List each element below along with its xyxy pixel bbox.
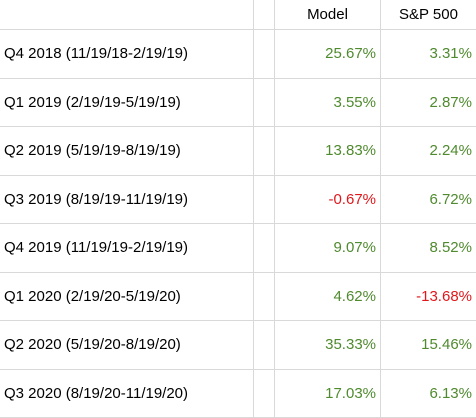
spacer-cell[interactable] [254, 127, 275, 176]
sp500-return-cell[interactable]: 15.46% [381, 321, 476, 370]
period-cell[interactable]: Q3 2019 (8/19/19-11/19/19) [0, 176, 254, 225]
header-cell-period[interactable] [0, 0, 254, 30]
period-cell[interactable]: Q1 2019 (2/19/19-5/19/19) [0, 79, 254, 128]
model-return-cell[interactable]: 4.62% [275, 273, 381, 322]
spacer-cell[interactable] [254, 224, 275, 273]
spacer-cell[interactable] [254, 79, 275, 128]
sp500-return-cell[interactable]: 2.87% [381, 79, 476, 128]
model-return-cell[interactable]: 13.83% [275, 127, 381, 176]
spacer-cell[interactable] [254, 321, 275, 370]
sp500-return-cell[interactable]: -13.68% [381, 273, 476, 322]
model-return-cell[interactable]: 25.67% [275, 30, 381, 79]
spacer-cell[interactable] [254, 273, 275, 322]
sp500-return-cell[interactable]: 6.72% [381, 176, 476, 225]
header-cell-spacer[interactable] [254, 0, 275, 30]
period-cell[interactable]: Q2 2019 (5/19/19-8/19/19) [0, 127, 254, 176]
sp500-return-cell[interactable]: 2.24% [381, 127, 476, 176]
sp500-return-cell[interactable]: 3.31% [381, 30, 476, 79]
spacer-cell[interactable] [254, 176, 275, 225]
model-return-cell[interactable]: 35.33% [275, 321, 381, 370]
header-sp500[interactable]: S&P 500 [381, 0, 476, 30]
period-cell[interactable]: Q1 2020 (2/19/20-5/19/20) [0, 273, 254, 322]
period-cell[interactable]: Q4 2019 (11/19/19-2/19/19) [0, 224, 254, 273]
header-model[interactable]: Model [275, 0, 381, 30]
model-return-cell[interactable]: 9.07% [275, 224, 381, 273]
period-cell[interactable]: Q4 2018 (11/19/18-2/19/19) [0, 30, 254, 79]
period-cell[interactable]: Q2 2020 (5/19/20-8/19/20) [0, 321, 254, 370]
spacer-cell[interactable] [254, 30, 275, 79]
sp500-return-cell[interactable]: 8.52% [381, 224, 476, 273]
model-return-cell[interactable]: -0.67% [275, 176, 381, 225]
model-return-cell[interactable]: 3.55% [275, 79, 381, 128]
